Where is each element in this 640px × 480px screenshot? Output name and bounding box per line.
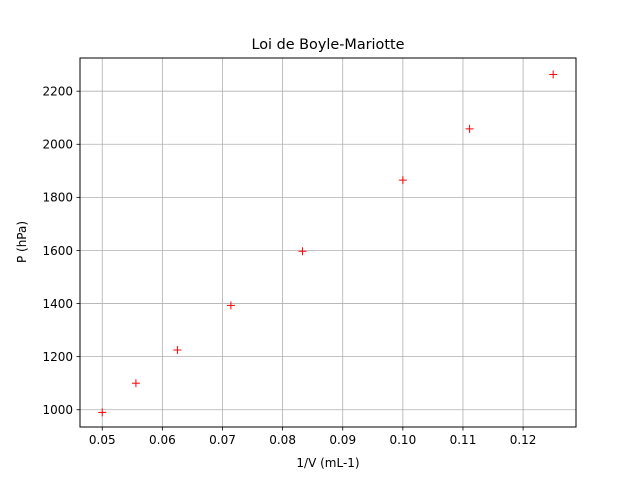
x-tick-label: 0.12 bbox=[510, 433, 537, 447]
chart-title: Loi de Boyle-Mariotte bbox=[251, 37, 404, 53]
x-axis-label: 1/V (mL-1) bbox=[296, 456, 359, 470]
data-point bbox=[173, 346, 182, 355]
y-tick-label: 1400 bbox=[42, 297, 73, 311]
axis-ticks: 0.05 0.06 0.07 0.08 0.09 0.10 0.11 0.12 1000 1200… bbox=[42, 84, 536, 447]
x-tick-label: 0.10 bbox=[389, 433, 416, 447]
y-tick-label: 1600 bbox=[42, 244, 73, 258]
data-point bbox=[226, 301, 235, 310]
y-axis-label: P (hPa) bbox=[15, 221, 29, 263]
data-point bbox=[298, 247, 307, 256]
data-point bbox=[549, 70, 558, 79]
x-tick-label: 0.07 bbox=[209, 433, 236, 447]
grid bbox=[80, 58, 576, 427]
y-tick-label: 2200 bbox=[42, 84, 73, 98]
data-point bbox=[398, 176, 407, 185]
data-point bbox=[465, 124, 474, 133]
data-points bbox=[98, 70, 558, 417]
y-tick-label: 1800 bbox=[42, 191, 73, 205]
y-tick-label: 1200 bbox=[42, 350, 73, 364]
data-point bbox=[98, 408, 107, 417]
x-tick-label: 0.06 bbox=[149, 433, 176, 447]
x-tick-label: 0.08 bbox=[269, 433, 296, 447]
y-tick-label: 2000 bbox=[42, 138, 73, 152]
x-tick-label: 0.05 bbox=[89, 433, 116, 447]
y-tick-label: 1000 bbox=[42, 403, 73, 417]
x-tick-label: 0.11 bbox=[450, 433, 477, 447]
data-point bbox=[131, 379, 140, 388]
x-tick-label: 0.09 bbox=[329, 433, 356, 447]
plot-area bbox=[79, 57, 577, 428]
